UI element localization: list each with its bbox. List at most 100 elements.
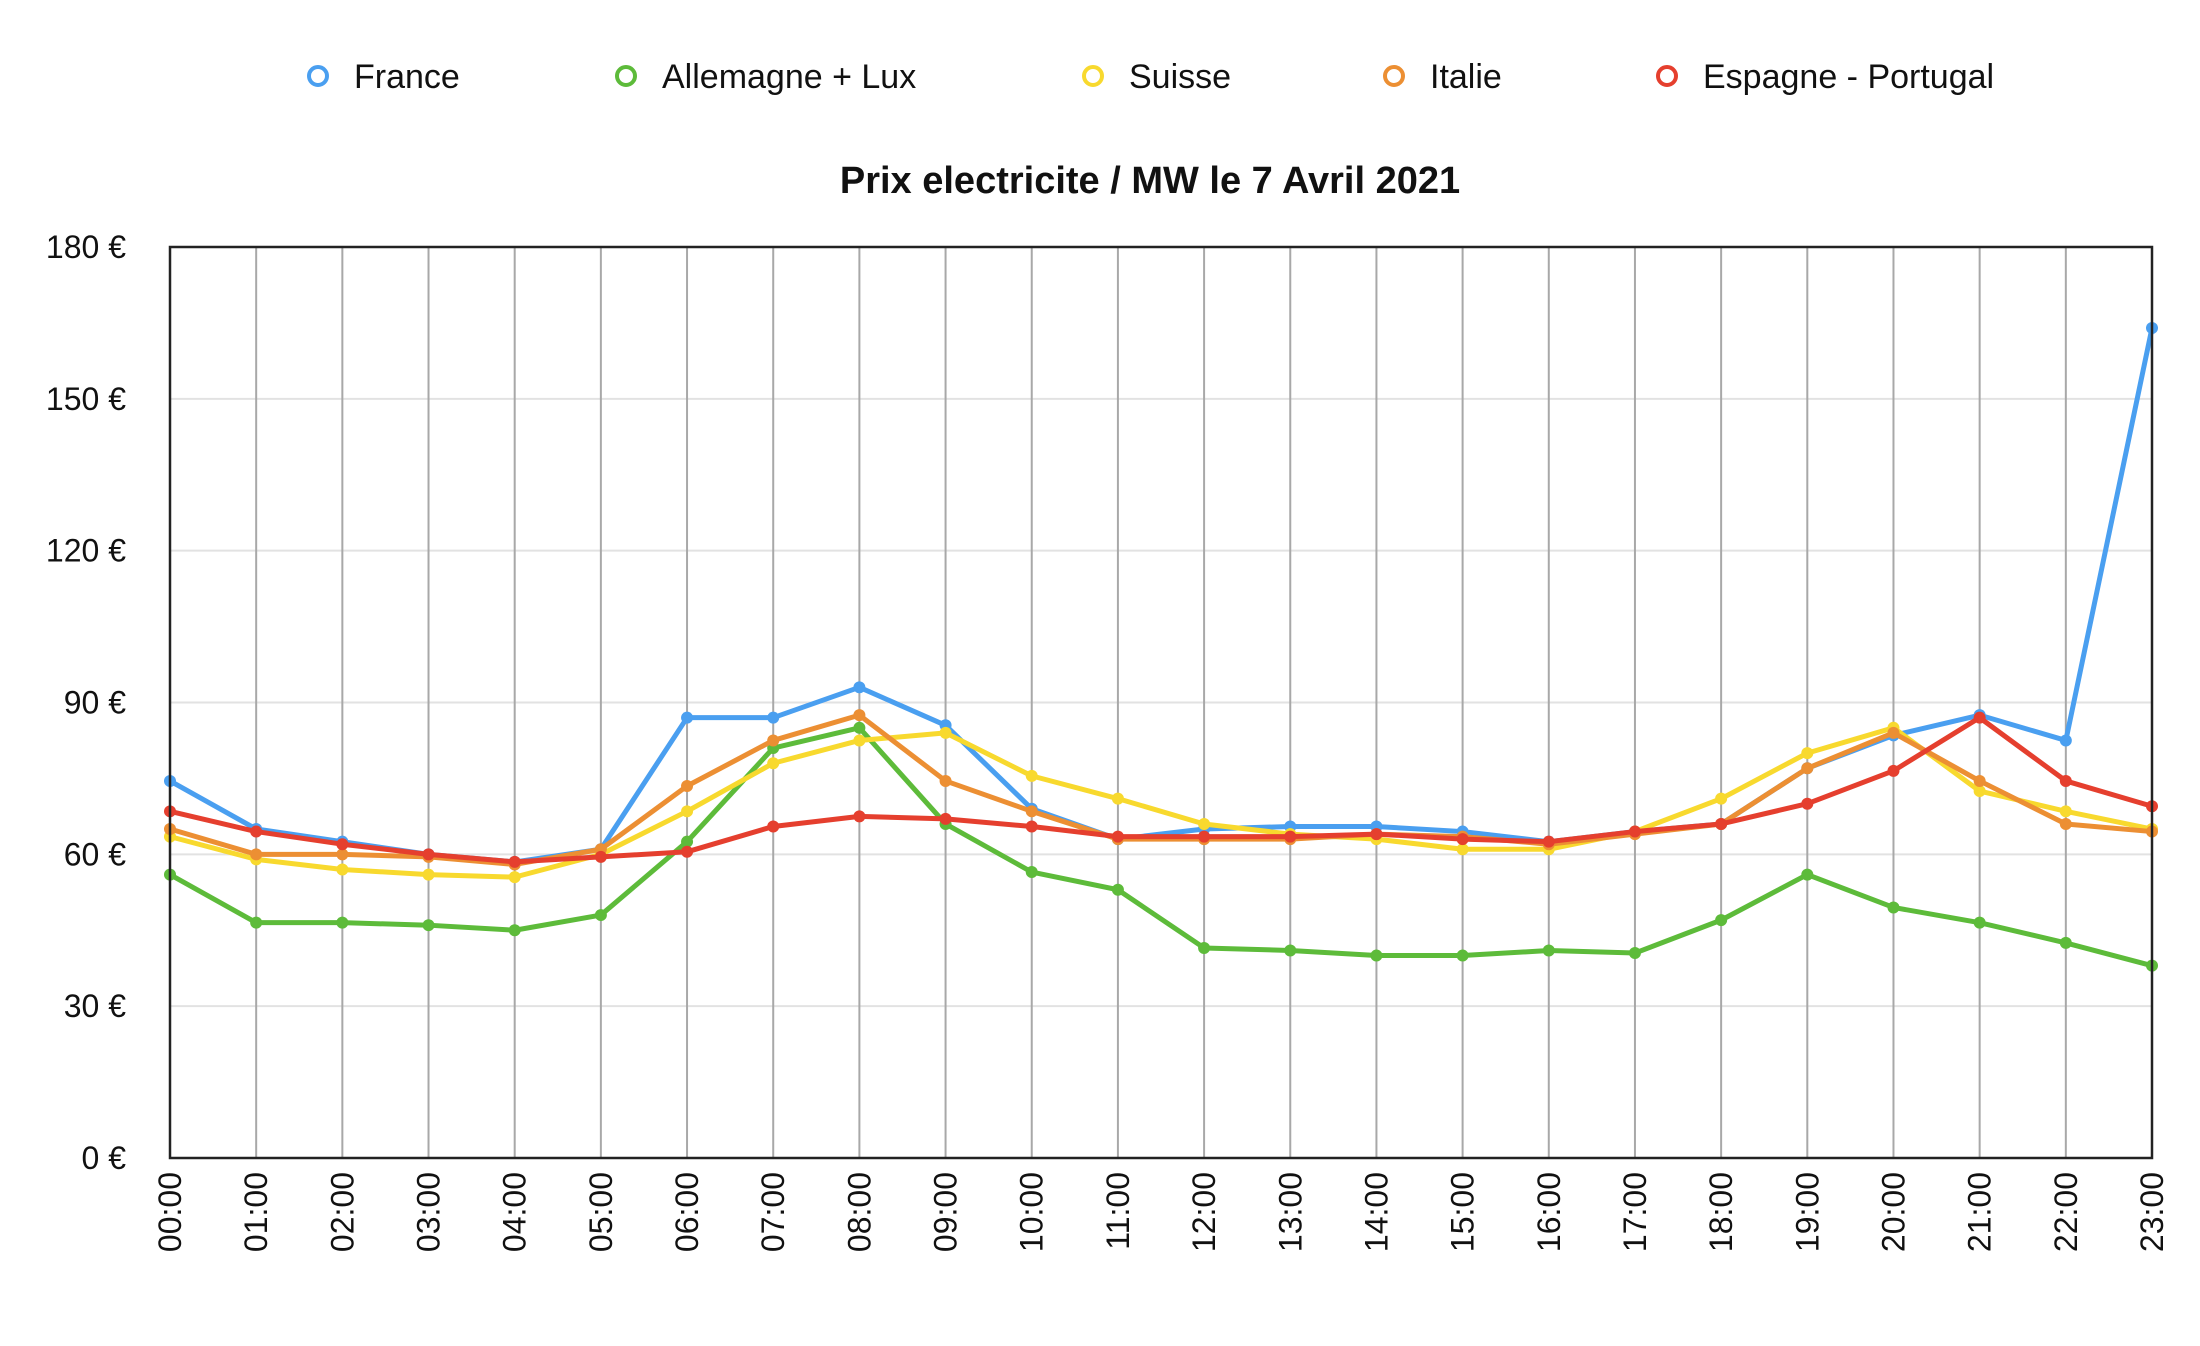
x-tick-label: 03:00	[411, 1172, 447, 1252]
series-allemagne-lux	[164, 721, 2158, 972]
data-point	[1284, 830, 1297, 843]
legend-marker-icon	[615, 65, 637, 87]
legend-marker-icon	[1656, 65, 1678, 87]
data-point	[939, 726, 952, 739]
x-tick-label: 21:00	[1962, 1172, 1998, 1252]
data-point	[681, 805, 694, 818]
data-point	[1025, 769, 1038, 782]
legend-marker-icon	[307, 65, 329, 87]
data-point	[1628, 947, 1641, 960]
data-point	[250, 848, 263, 861]
legend-marker-icon	[1082, 65, 1104, 87]
series-suisse	[164, 721, 2158, 884]
data-point	[508, 924, 521, 937]
legend-item-france: France	[307, 58, 460, 96]
x-tick-label: 02:00	[324, 1172, 360, 1252]
data-point	[681, 835, 694, 848]
data-point	[681, 711, 694, 724]
x-tick-label: 06:00	[669, 1172, 705, 1252]
data-point	[767, 711, 780, 724]
legend-label: Suisse	[1129, 58, 1231, 96]
x-tick-label: 04:00	[497, 1172, 533, 1252]
data-point	[1025, 866, 1038, 879]
legend-item-espagne-portugal: Espagne - Portugal	[1656, 58, 1994, 96]
data-point	[1111, 830, 1124, 843]
y-tick-label: 150 €	[46, 381, 126, 417]
x-tick-label: 14:00	[1358, 1172, 1394, 1252]
data-point	[508, 871, 521, 884]
data-point	[853, 810, 866, 823]
data-point	[1198, 941, 1211, 954]
legend-item-allemagne-lux: Allemagne + Lux	[615, 58, 916, 96]
x-tick-label: 11:00	[1100, 1172, 1136, 1250]
data-point	[1025, 820, 1038, 833]
legend-label: Allemagne + Lux	[662, 58, 916, 96]
series-line-suisse	[167, 725, 2155, 880]
series-lines	[164, 321, 2158, 972]
x-tick-label: 05:00	[583, 1172, 619, 1252]
legend-label: France	[354, 58, 460, 96]
data-point	[1715, 817, 1728, 830]
y-tick-label: 60 €	[64, 836, 126, 872]
data-point	[767, 734, 780, 747]
x-tick-label: 12:00	[1186, 1172, 1222, 1252]
x-axis-ticks: 00:00 01:00 02:00 03:00 04:00 05:00 06:00 07:00…	[152, 1172, 2170, 1252]
data-point	[1973, 711, 1986, 724]
horizontal-gridlines	[170, 397, 2152, 1008]
x-tick-label: 08:00	[841, 1172, 877, 1252]
x-tick-label: 07:00	[755, 1172, 791, 1252]
data-point	[1973, 916, 1986, 929]
series-espagne-portugal	[164, 711, 2158, 868]
x-tick-label: 20:00	[1875, 1172, 1911, 1252]
data-point	[1025, 805, 1038, 818]
y-axis-ticks: 0 € 30 € 60 € 90 € 120 € 150 € 180 €	[46, 229, 126, 1176]
data-point	[336, 863, 349, 876]
data-point	[767, 757, 780, 770]
series-line-italie	[167, 712, 2155, 867]
data-point	[2059, 805, 2072, 818]
data-point	[1801, 747, 1814, 760]
y-tick-label: 120 €	[46, 533, 126, 569]
data-point	[1456, 843, 1469, 856]
y-tick-label: 180 €	[46, 229, 126, 265]
vertical-gridlines	[255, 247, 2067, 1158]
legend: France Allemagne + Lux Suisse Italie Espagne…	[307, 58, 1994, 96]
data-point	[1370, 949, 1383, 962]
data-point	[422, 919, 435, 932]
data-point	[422, 848, 435, 861]
data-point	[1887, 726, 1900, 739]
chart-title: Prix electricite / MW le 7 Avril 2021	[840, 160, 1460, 202]
data-point	[1973, 774, 1986, 787]
data-point	[1198, 817, 1211, 830]
legend-item-italie: Italie	[1383, 58, 1502, 96]
y-tick-label: 30 €	[64, 988, 126, 1024]
data-point	[1715, 792, 1728, 805]
data-point	[1801, 797, 1814, 810]
data-point	[1542, 835, 1555, 848]
data-point	[1628, 825, 1641, 838]
legend-label: Italie	[1430, 58, 1502, 96]
data-point	[336, 848, 349, 861]
data-point	[508, 855, 521, 868]
x-tick-label: 01:00	[238, 1172, 274, 1252]
data-point	[336, 838, 349, 851]
data-point	[2059, 774, 2072, 787]
data-point	[853, 681, 866, 694]
x-tick-label: 23:00	[2134, 1172, 2170, 1252]
x-tick-label: 17:00	[1617, 1172, 1653, 1252]
x-tick-label: 00:00	[152, 1172, 188, 1252]
data-point	[681, 845, 694, 858]
data-point	[1111, 792, 1124, 805]
data-point	[939, 774, 952, 787]
data-point	[1887, 901, 1900, 914]
x-tick-label: 18:00	[1703, 1172, 1739, 1252]
x-tick-label: 15:00	[1445, 1172, 1481, 1252]
data-point	[336, 916, 349, 929]
data-point	[250, 916, 263, 929]
x-tick-label: 10:00	[1014, 1172, 1050, 1252]
data-point	[422, 868, 435, 881]
data-point	[2059, 734, 2072, 747]
data-point	[1973, 785, 1986, 798]
